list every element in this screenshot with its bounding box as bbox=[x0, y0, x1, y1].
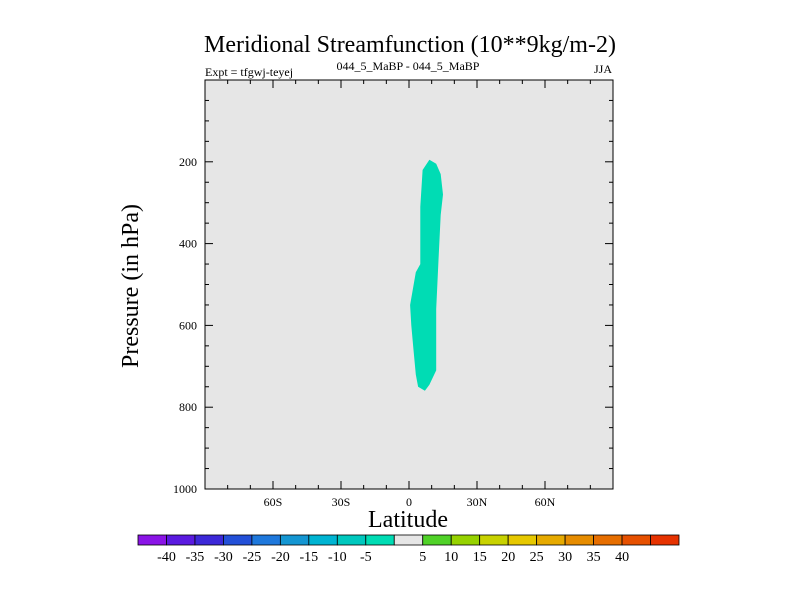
colorbar-box-2 bbox=[194, 534, 224, 546]
colorbar-label-9: 10 bbox=[444, 550, 458, 565]
x-axis-label: Latitude bbox=[368, 507, 448, 533]
colorbar-label-6: -10 bbox=[328, 550, 347, 565]
colorbar-box-9 bbox=[393, 534, 424, 546]
y-tick-label-1: 400 bbox=[179, 237, 197, 251]
colorbar-box-11 bbox=[450, 534, 481, 546]
colorbar-box-18 bbox=[650, 534, 680, 546]
colorbar-label-2: -30 bbox=[214, 550, 233, 565]
x-tick-label-2: 0 bbox=[406, 495, 412, 509]
colorbar-label-0: -40 bbox=[157, 550, 176, 565]
colorbar-box-14 bbox=[536, 534, 566, 546]
experiment-label: Expt = tfgwj-teyej bbox=[205, 65, 293, 79]
colorbar-box-6 bbox=[308, 534, 338, 546]
colorbar-box-5 bbox=[279, 534, 310, 546]
colorbar-box-0 bbox=[137, 534, 167, 546]
plot-area bbox=[205, 80, 613, 489]
colorbar: -40 -35 -30 -25 -20 -15 -10 -5 5 10 15 20 25 30 35 40 bbox=[137, 534, 680, 565]
colorbar-box-7 bbox=[336, 534, 367, 546]
colorbar-label-15: 40 bbox=[615, 550, 629, 565]
y-axis-label: Pressure (in hPa) bbox=[118, 204, 144, 368]
x-tick-label-0: 60S bbox=[264, 495, 283, 509]
x-tick-label-4: 60N bbox=[535, 495, 556, 509]
colorbar-box-1 bbox=[166, 534, 196, 546]
colorbar-label-5: -15 bbox=[299, 550, 318, 565]
season-label: JJA bbox=[594, 62, 612, 76]
colorbar-label-1: -35 bbox=[186, 550, 205, 565]
contour-layer bbox=[410, 159, 443, 391]
colorbar-box-3 bbox=[223, 534, 253, 546]
colorbar-label-12: 25 bbox=[530, 550, 544, 565]
colorbar-box-16 bbox=[593, 534, 623, 546]
period-label: 044_5_MaBP - 044_5_MaBP bbox=[337, 59, 480, 73]
x-tick-label-3: 30N bbox=[467, 495, 488, 509]
colorbar-label-8: 5 bbox=[419, 550, 426, 565]
colorbar-label-3: -25 bbox=[243, 550, 262, 565]
axis-ticks: 60S 30S 0 30N 60N 200 400 600 800 1000 bbox=[173, 80, 613, 509]
colorbar-box-4 bbox=[251, 534, 281, 546]
y-tick-label-3: 800 bbox=[179, 400, 197, 414]
chart-title: Meridional Streamfunction (10**9kg/m-2) bbox=[204, 32, 616, 58]
colorbar-box-12 bbox=[479, 534, 509, 546]
contour-region-0 bbox=[410, 159, 443, 391]
colorbar-box-17 bbox=[621, 534, 651, 546]
colorbar-box-10 bbox=[422, 534, 452, 546]
colorbar-label-14: 35 bbox=[587, 550, 601, 565]
colorbar-label-7: -5 bbox=[360, 550, 372, 565]
x-tick-label-1: 30S bbox=[332, 495, 351, 509]
colorbar-box-15 bbox=[564, 534, 594, 546]
colorbar-box-8 bbox=[365, 534, 395, 546]
y-tick-label-2: 600 bbox=[179, 318, 197, 332]
colorbar-label-13: 30 bbox=[558, 550, 572, 565]
colorbar-label-11: 20 bbox=[501, 550, 515, 565]
y-tick-label-0: 200 bbox=[179, 155, 197, 169]
colorbar-box-13 bbox=[507, 534, 538, 546]
colorbar-label-4: -20 bbox=[271, 550, 290, 565]
colorbar-label-10: 15 bbox=[473, 550, 487, 565]
y-tick-label-4: 1000 bbox=[173, 482, 197, 496]
